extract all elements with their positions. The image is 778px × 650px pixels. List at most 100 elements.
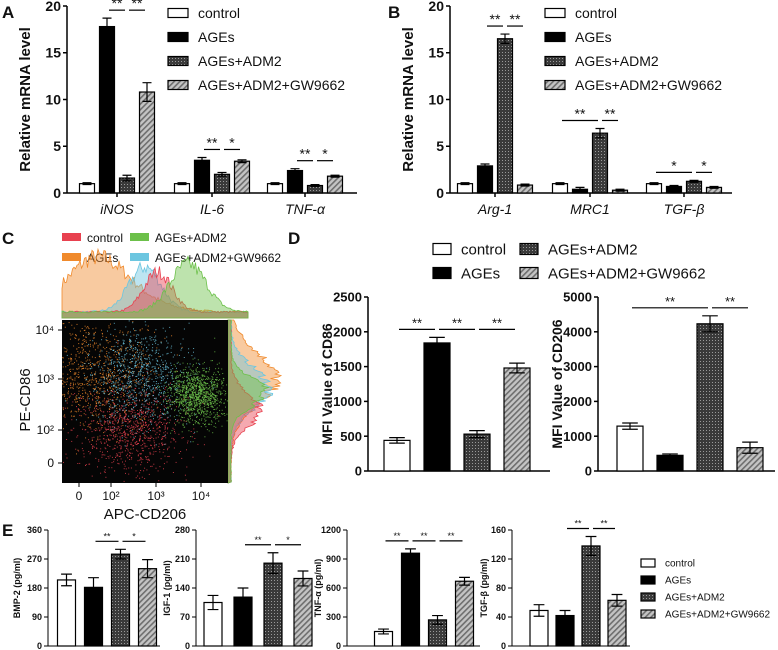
scatter-point (121, 422, 123, 424)
error-bar (310, 183, 320, 188)
scatter-point (104, 355, 106, 357)
scatter-point (192, 380, 194, 382)
scatter-point (166, 407, 168, 409)
scatter-point (194, 412, 196, 414)
significance-label: ** (490, 11, 501, 27)
scatter-point (202, 384, 204, 386)
scatter-point (81, 352, 83, 354)
scatter-point (164, 392, 166, 394)
scatter-point (141, 424, 143, 426)
scatter-point (162, 438, 164, 440)
scatter-point (117, 384, 119, 386)
scatter-point (140, 464, 142, 466)
scatter-point (198, 371, 200, 373)
scatter-point (62, 383, 64, 385)
scatter-point (128, 374, 130, 376)
scatter-point (140, 371, 142, 373)
scatter-point (134, 432, 136, 434)
scatter-point (119, 455, 121, 457)
scatter-point (92, 375, 93, 377)
scatter-point (180, 394, 182, 396)
error-bar (237, 159, 247, 164)
scatter-point (192, 403, 194, 405)
legend-item: AGEs+ADM2+GW9662 (519, 265, 706, 282)
scatter-point (177, 387, 179, 389)
significance-label: * (322, 146, 328, 162)
right-histogram (227, 319, 271, 484)
scatter-point (128, 415, 130, 417)
scatter-point (188, 348, 190, 350)
scatter-point (103, 471, 105, 473)
y-tick-label: 70 (180, 612, 190, 622)
x-axis-label: APC-CD206 (104, 506, 187, 523)
scatter-point (127, 433, 129, 435)
scatter-point (62, 361, 64, 363)
scatter-point (209, 400, 211, 402)
scatter-point (158, 387, 160, 388)
scatter-point (132, 448, 134, 450)
scatter-point (119, 401, 121, 403)
scatter-point (177, 390, 179, 392)
scatter-point (194, 406, 196, 408)
scatter-point (203, 389, 205, 391)
scatter-point (201, 399, 202, 401)
scatter-point (105, 429, 107, 431)
scatter-point (208, 371, 210, 373)
scatter-point (183, 380, 185, 382)
scatter-point (76, 398, 78, 400)
scatter-point (140, 342, 141, 344)
scatter-point (100, 376, 102, 378)
scatter-point (155, 369, 157, 371)
scatter-point (211, 383, 213, 385)
scatter-point (129, 375, 131, 377)
scatter-point (140, 445, 142, 447)
scatter-point (132, 371, 134, 373)
scatter-point (115, 387, 117, 388)
scatter-point (163, 408, 165, 410)
scatter-point (194, 400, 196, 402)
scatter-point (120, 445, 122, 447)
scatter-point (112, 400, 114, 402)
scatter-point (125, 375, 127, 377)
scatter-point (151, 419, 153, 421)
scatter-point (159, 402, 161, 404)
scatter-point (116, 365, 118, 367)
scatter-point (192, 373, 194, 375)
scatter-point (132, 398, 134, 400)
scatter-point (67, 377, 68, 379)
scatter-point (221, 413, 222, 415)
y-tick-label: 2000 (563, 394, 592, 409)
scatter-point (139, 400, 141, 402)
scatter-point (204, 408, 206, 410)
scatter-point (85, 399, 87, 401)
scatter-point (78, 409, 80, 411)
scatter-point (181, 390, 183, 392)
scatter-point (100, 387, 102, 389)
scatter-point (144, 446, 146, 448)
scatter-point (134, 406, 136, 407)
scatter-point (176, 396, 178, 398)
scatter-point (114, 361, 116, 363)
scatter-point (155, 467, 157, 469)
scatter-point (110, 360, 112, 362)
scatter-point (156, 349, 158, 351)
scatter-point (62, 323, 64, 325)
scatter-point (116, 441, 118, 443)
scatter-point (171, 396, 173, 397)
scatter-point (112, 413, 114, 415)
scatter-point (210, 389, 212, 391)
scatter-point (202, 367, 204, 369)
scatter-point (99, 397, 101, 399)
scatter-point (221, 380, 223, 382)
scatter-point (119, 438, 121, 440)
scatter-point (91, 440, 93, 441)
scatter-point (147, 385, 149, 386)
scatter-point (221, 409, 223, 411)
scatter-point (152, 366, 154, 368)
scatter-point (194, 357, 196, 359)
scatter-point (129, 452, 131, 454)
bar-ages-adm2 (696, 323, 724, 472)
scatter-point (84, 389, 86, 391)
scatter-point (182, 424, 184, 426)
